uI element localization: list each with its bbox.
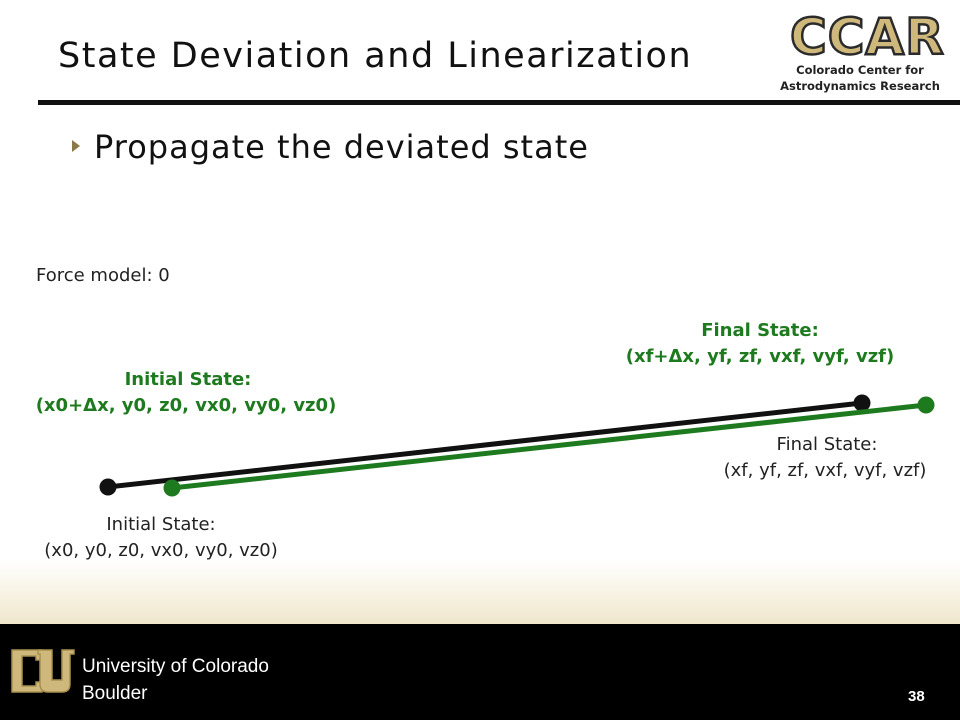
deviated-trajectory-line — [171, 402, 927, 491]
nominal-initial-point — [99, 478, 117, 496]
deviated-final-state: (xf+Δx, yf, zf, vxf, vyf, vzf) — [625, 346, 895, 367]
ccar-logo-line1: Colorado Center for — [796, 63, 924, 77]
footer-bar — [0, 624, 960, 720]
nominal-final-point — [853, 394, 871, 412]
bullet-item: Propagate the deviated state — [72, 128, 589, 166]
nominal-final-title: Final State: — [776, 434, 878, 455]
deviated-final-title: Final State: — [701, 320, 819, 341]
page-title: State Deviation and Linearization — [58, 36, 693, 76]
force-model-label: Force model: 0 — [36, 265, 170, 286]
bullet-arrow-icon — [72, 140, 80, 152]
deviated-initial-title: Initial State: — [124, 369, 252, 390]
nominal-initial-title: Initial State: — [106, 514, 216, 535]
ccar-logo-line2: Astrodynamics Research — [780, 79, 940, 93]
deviated-initial-point — [163, 479, 181, 497]
page-number: 38 — [908, 688, 925, 705]
nominal-initial-state: (x0, y0, z0, vx0, vy0, vz0) — [44, 540, 278, 561]
nominal-final-state: (xf, yf, zf, vxf, vyf, vzf) — [723, 460, 927, 481]
ccar-logo-acronym: CCAR — [789, 7, 945, 68]
title-divider — [38, 100, 960, 105]
deviated-initial-state: (x0+Δx, y0, z0, vx0, vy0, vz0) — [35, 395, 337, 416]
deviated-final-point — [917, 396, 935, 414]
university-name-line2: Boulder — [82, 683, 148, 704]
university-name-line1: University of Colorado — [82, 656, 269, 677]
nominal-trajectory-line — [107, 400, 863, 490]
ccar-logo: CCAR Colorado Center for Astrodynamics R… — [770, 7, 950, 98]
footer-gradient — [0, 560, 960, 624]
cu-logo-icon — [11, 649, 75, 693]
bullet-text: Propagate the deviated state — [94, 128, 589, 166]
